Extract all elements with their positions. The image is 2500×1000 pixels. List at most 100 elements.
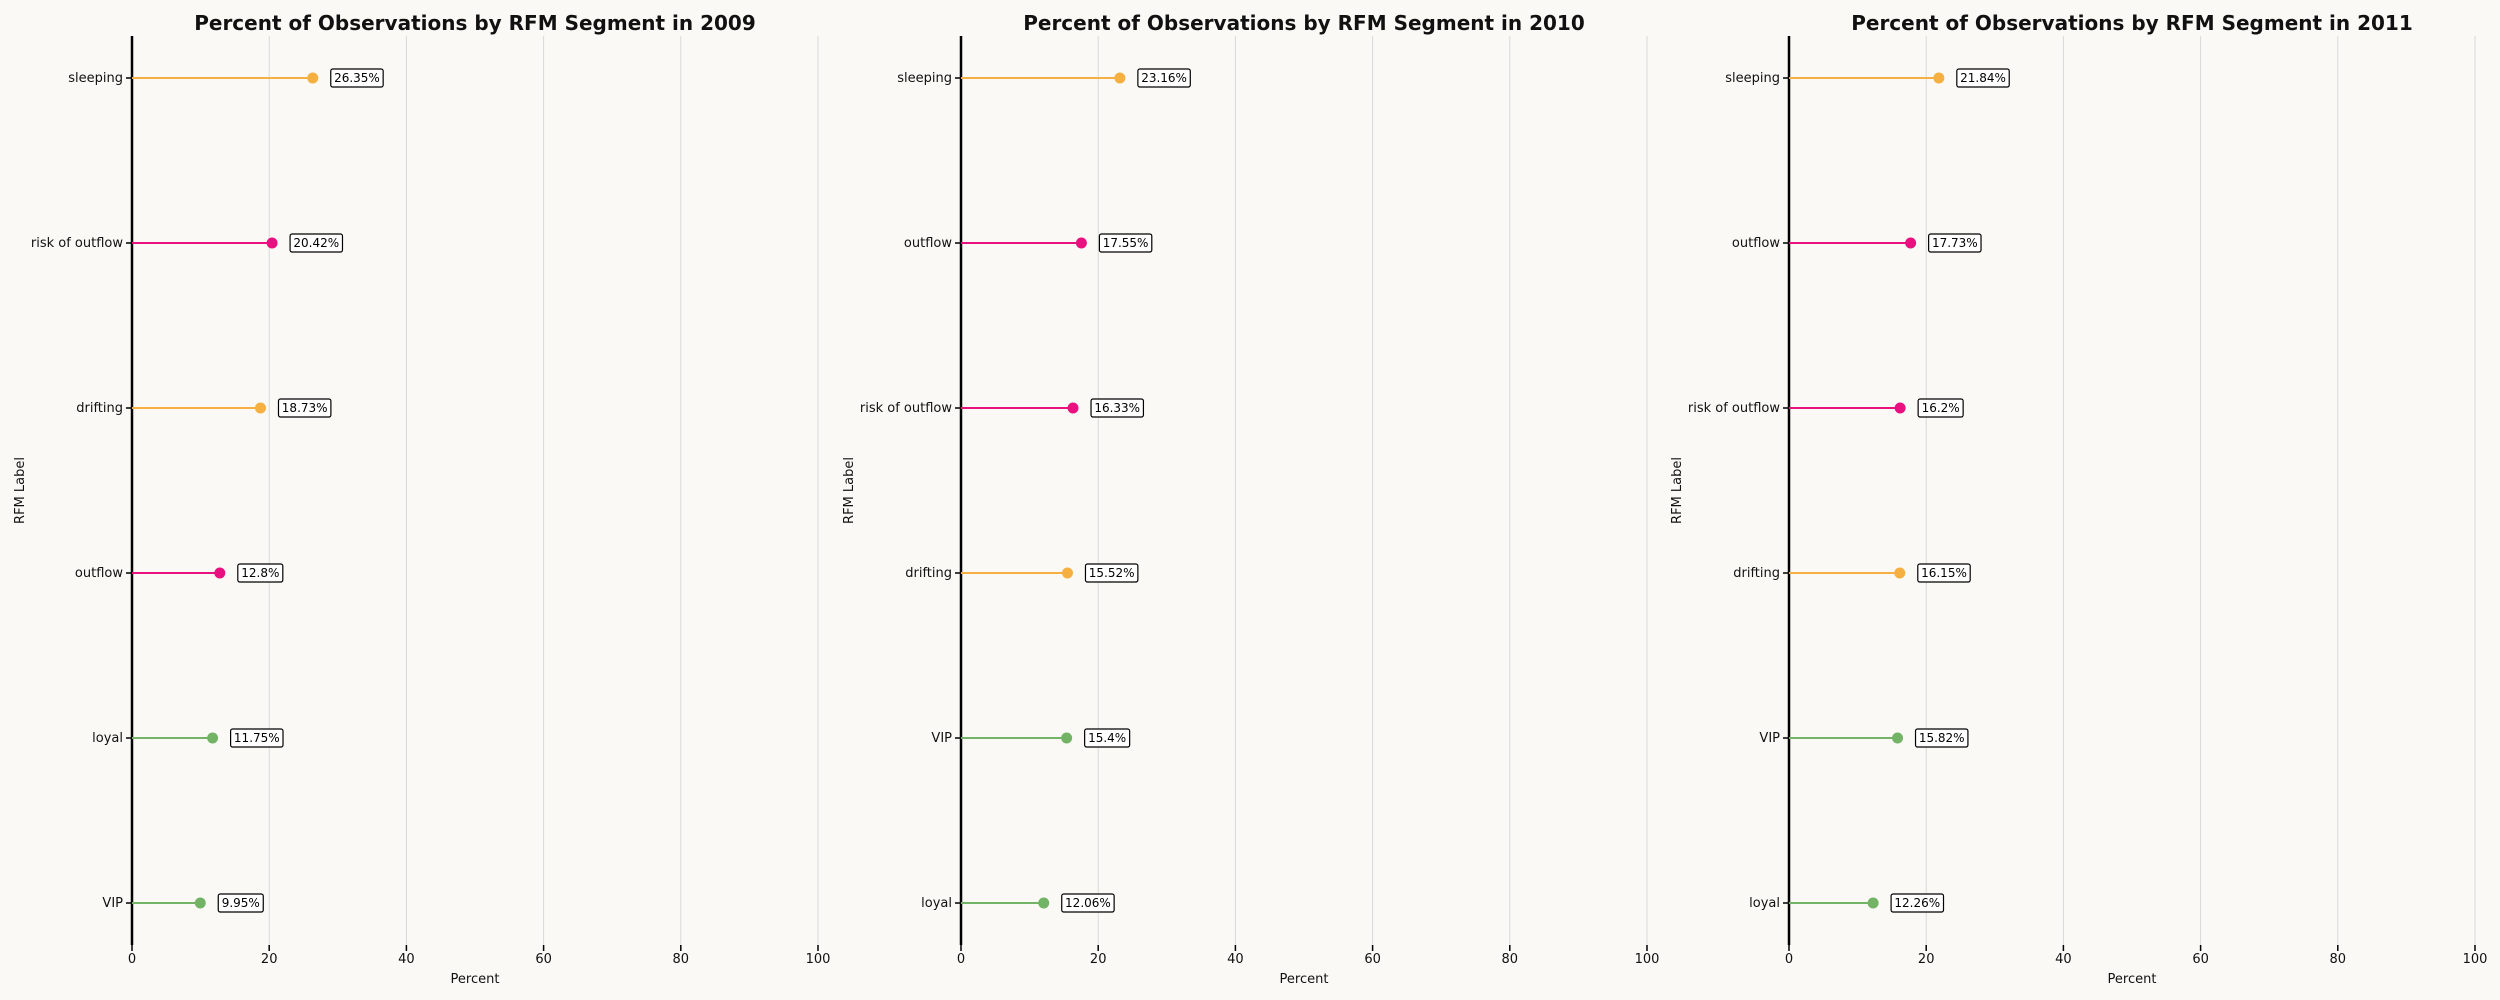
chart-title: Percent of Observations by RFM Segment i…: [1851, 11, 2413, 35]
y-axis-label: RFM Label: [842, 457, 857, 524]
value-label: 23.16%: [1141, 71, 1187, 85]
x-tick-label: 80: [673, 952, 690, 967]
x-tick-label: 20: [1918, 952, 1935, 967]
value-label-box: [237, 563, 284, 583]
value-label: 20.42%: [293, 236, 339, 250]
lollipop-point: [266, 237, 278, 249]
value-label: 17.55%: [1103, 236, 1149, 250]
x-tick-label: 100: [806, 952, 831, 967]
x-tick-label: 0: [128, 952, 136, 967]
y-tick-label: VIP: [1759, 731, 1780, 746]
y-tick-label: outflow: [1732, 236, 1780, 251]
x-tick-label: 100: [2463, 952, 2488, 967]
value-label-box: [1084, 563, 1139, 583]
lollipop-point: [1038, 897, 1050, 909]
value-label: 15.4%: [1088, 731, 1126, 745]
chart-title: Percent of Observations by RFM Segment i…: [1023, 11, 1585, 35]
lollipop-point: [1933, 72, 1945, 84]
y-tick-label: VIP: [102, 896, 123, 911]
x-tick-label: 40: [1227, 952, 1244, 967]
y-tick-label: risk of outflow: [31, 236, 123, 251]
lollipop-point: [1114, 72, 1126, 84]
value-label-box: [1061, 893, 1115, 913]
x-tick-label: 20: [261, 952, 278, 967]
value-label: 16.2%: [1922, 401, 1960, 415]
chart-panel-3: Percent of Observations by RFM Segment i…: [1670, 11, 2487, 987]
y-tick-label: VIP: [931, 731, 952, 746]
value-label-box: [289, 233, 344, 253]
chart-panel-2: Percent of Observations by RFM Segment i…: [842, 11, 1659, 987]
value-label-box: [330, 68, 384, 88]
lollipop-point: [1061, 732, 1073, 744]
y-tick-label: sleeping: [1725, 71, 1780, 86]
value-label-box: [1956, 68, 2010, 88]
value-label-box: [1928, 233, 1982, 253]
x-tick-label: 0: [1785, 952, 1793, 967]
value-label: 15.82%: [1919, 731, 1965, 745]
value-label-box: [217, 893, 264, 913]
x-tick-label: 60: [1364, 952, 1381, 967]
y-tick-label: risk of outflow: [860, 401, 952, 416]
lollipop-point: [1894, 567, 1906, 579]
x-axis-label: Percent: [2108, 972, 2157, 987]
value-label: 12.06%: [1065, 896, 1111, 910]
value-label: 9.95%: [222, 896, 260, 910]
value-label-box: [230, 728, 284, 748]
x-tick-label: 80: [1502, 952, 1519, 967]
lollipop-point: [1867, 897, 1879, 909]
y-tick-label: sleeping: [68, 71, 123, 86]
value-label-box: [1084, 728, 1131, 748]
value-label-box: [1914, 728, 1969, 748]
y-tick-label: drifting: [905, 566, 952, 581]
lollipop-point: [254, 402, 266, 414]
x-tick-label: 80: [2330, 952, 2347, 967]
y-tick-label: outflow: [904, 236, 952, 251]
y-axis-label: RFM Label: [1670, 457, 1685, 524]
y-axis-label: RFM Label: [13, 457, 28, 524]
y-tick-label: loyal: [1749, 896, 1780, 911]
value-label: 21.84%: [1960, 71, 2006, 85]
x-tick-label: 0: [957, 952, 965, 967]
x-axis-label: Percent: [1280, 972, 1329, 987]
value-label-box: [1917, 398, 1964, 418]
lollipop-point: [214, 567, 226, 579]
y-tick-label: drifting: [76, 401, 123, 416]
value-label: 18.73%: [282, 401, 328, 415]
value-label-box: [1098, 233, 1153, 253]
x-tick-label: 100: [1635, 952, 1660, 967]
value-label: 12.8%: [241, 566, 279, 580]
x-axis-label: Percent: [451, 972, 500, 987]
x-tick-label: 40: [398, 952, 415, 967]
lollipop-point: [1075, 237, 1087, 249]
value-label: 26.35%: [334, 71, 380, 85]
value-label-box: [1917, 563, 1971, 583]
x-tick-label: 20: [1090, 952, 1107, 967]
value-label-box: [1090, 398, 1145, 418]
value-label: 15.52%: [1089, 566, 1135, 580]
lollipop-point: [1905, 237, 1917, 249]
lollipop-point: [207, 732, 219, 744]
x-tick-label: 40: [2055, 952, 2072, 967]
y-tick-label: outflow: [75, 566, 123, 581]
value-label-box: [1890, 893, 1945, 913]
chart-panel-1: Percent of Observations by RFM Segment i…: [13, 11, 830, 987]
lollipop-point: [194, 897, 206, 909]
lollipop-point: [1067, 402, 1079, 414]
lollipop-point: [1892, 732, 1904, 744]
y-tick-label: loyal: [92, 731, 123, 746]
lollipop-point: [1894, 402, 1906, 414]
y-tick-label: sleeping: [897, 71, 952, 86]
lollipop-point: [1061, 567, 1073, 579]
chart-title: Percent of Observations by RFM Segment i…: [194, 11, 756, 35]
value-label: 16.15%: [1921, 566, 1967, 580]
value-label-box: [277, 398, 332, 418]
x-tick-label: 60: [535, 952, 552, 967]
x-tick-label: 60: [2192, 952, 2209, 967]
value-label: 12.26%: [1894, 896, 1940, 910]
lollipop-point: [307, 72, 319, 84]
y-tick-label: drifting: [1733, 566, 1780, 581]
value-label: 11.75%: [234, 731, 280, 745]
value-label: 16.33%: [1094, 401, 1140, 415]
